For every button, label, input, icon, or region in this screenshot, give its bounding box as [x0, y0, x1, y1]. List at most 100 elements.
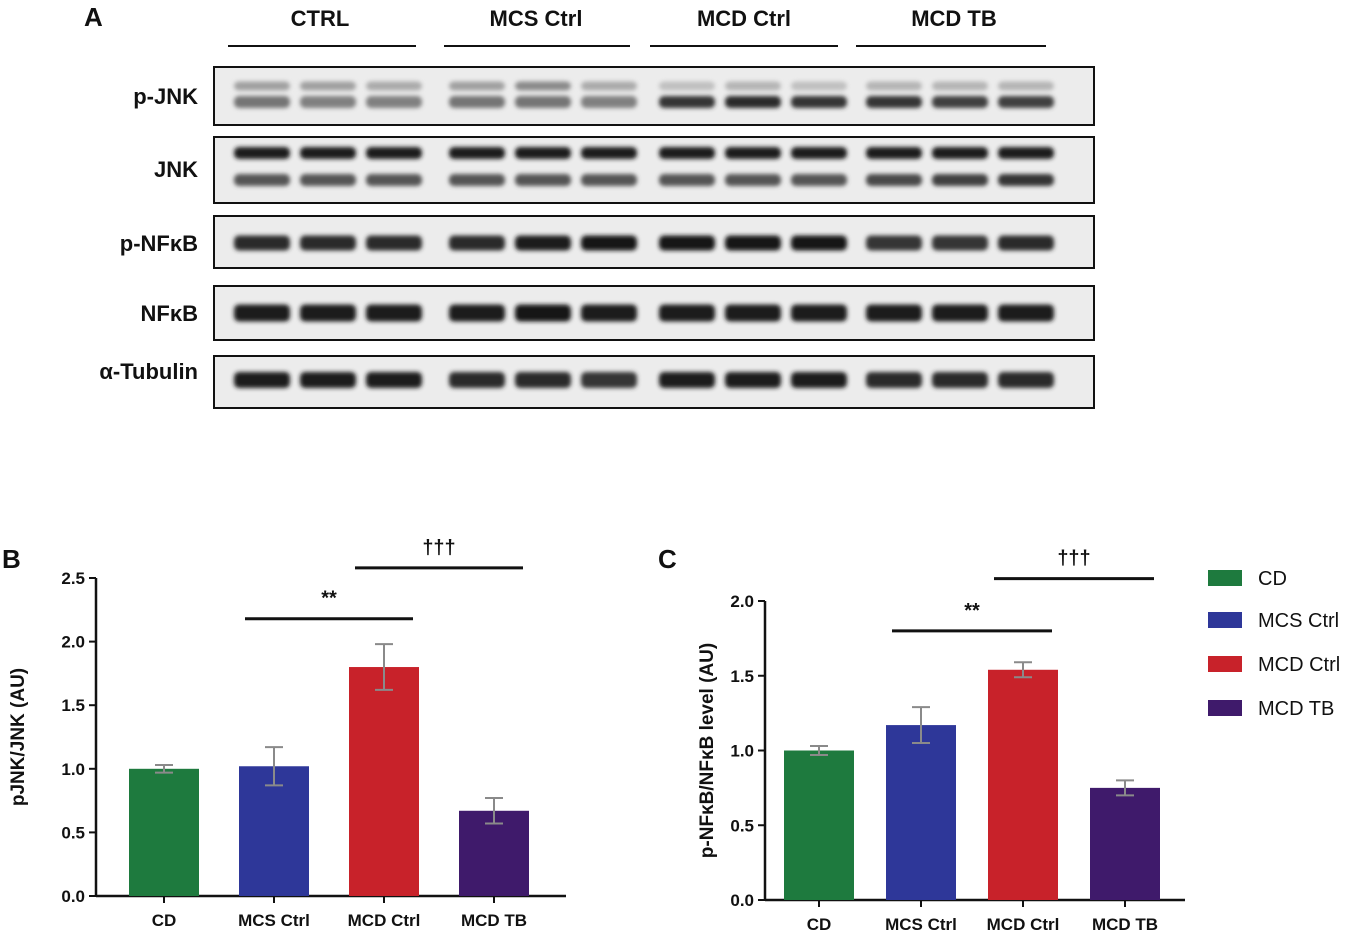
x-tick-label-mcs-ctrl: MCS Ctrl — [885, 915, 957, 934]
panel-letter-a: A — [84, 2, 103, 32]
chart-legend: CD MCS Ctrl MCD Ctrl MCD TB — [1208, 568, 1340, 720]
blot-band-p-jnk-lane-2-band-1 — [300, 81, 356, 91]
blot-band-p-jnk-lane-5-band-2 — [515, 96, 571, 108]
bar-mcd-tb — [459, 810, 529, 896]
blot-band-p-nfkb-lane-7 — [659, 235, 715, 251]
blot-band-p-nfkb-lane-8 — [725, 235, 781, 251]
blot-band-jnk-lane-12-band-2 — [998, 174, 1054, 186]
legend-label-mcd-ctrl: MCD Ctrl — [1258, 654, 1340, 676]
blot-band-p-jnk-lane-3-band-2 — [366, 96, 422, 108]
x-tick-label-mcs-ctrl: MCS Ctrl — [238, 911, 310, 930]
western-blot-panel: A CTRL MCS Ctrl MCD Ctrl MCD TB p-JNK JNK p-N… — [84, 2, 1095, 409]
blot-band-jnk-lane-6-band-2 — [581, 174, 637, 186]
blot-band-alpha-tubulin-lane-7 — [659, 372, 715, 388]
y-tick-label: 0.0 — [61, 887, 85, 906]
panel-letter-b: B — [2, 544, 21, 574]
blot-band-nfkb-lane-3 — [366, 304, 422, 322]
blot-band-p-jnk-lane-11-band-2 — [932, 96, 988, 108]
legend-swatch-mcs-ctrl — [1208, 612, 1242, 628]
blot-band-p-nfkb-lane-4 — [449, 235, 505, 251]
y-tick-label: 1.5 — [61, 696, 85, 715]
blot-band-p-jnk-lane-3-band-1 — [366, 81, 422, 91]
blot-band-p-jnk-lane-1-band-1 — [234, 81, 290, 91]
x-tick-label-mcd-tb: MCD TB — [461, 911, 527, 930]
blot-band-jnk-lane-7-band-2 — [659, 174, 715, 186]
panel-letter-c: C — [658, 544, 677, 574]
y-tick-label: 0.0 — [730, 891, 754, 910]
y-axis-title: pJNK/JNK (AU) — [8, 668, 29, 806]
blot-band-p-nfkb-lane-10 — [866, 235, 922, 251]
y-tick-label: 1.5 — [730, 667, 754, 686]
blot-band-jnk-lane-4-band-2 — [449, 174, 505, 186]
y-tick-label: 2.5 — [61, 569, 85, 588]
blot-band-p-jnk-lane-5-band-1 — [515, 81, 571, 91]
y-tick-label: 1.0 — [730, 742, 754, 761]
blot-band-jnk-lane-3-band-2 — [366, 174, 422, 186]
bar-mcs-ctrl — [239, 766, 309, 896]
blot-band-nfkb-lane-6 — [581, 304, 637, 322]
legend-swatch-cd — [1208, 570, 1242, 586]
blot-row-label-p-jnk: p-JNK — [133, 84, 198, 109]
blot-band-p-jnk-lane-9-band-1 — [791, 81, 847, 91]
bar-cd — [129, 768, 199, 896]
blot-band-jnk-lane-6-band-1 — [581, 147, 637, 159]
bar-mcd-ctrl — [988, 669, 1058, 900]
blot-band-nfkb-lane-7 — [659, 304, 715, 322]
blot-band-p-nfkb-lane-3 — [366, 235, 422, 251]
blot-band-p-jnk-lane-2-band-2 — [300, 96, 356, 108]
x-tick-label-cd: CD — [152, 911, 177, 930]
blot-band-alpha-tubulin-lane-4 — [449, 372, 505, 388]
bar-mcs-ctrl — [886, 725, 956, 900]
blot-band-alpha-tubulin-lane-6 — [581, 372, 637, 388]
bar-mcd-ctrl — [349, 667, 419, 896]
blot-band-nfkb-lane-4 — [449, 304, 505, 322]
blot-band-jnk-lane-2-band-2 — [300, 174, 356, 186]
blot-group-label-mcd-tb: MCD TB — [911, 6, 997, 31]
blot-band-jnk-lane-3-band-1 — [366, 147, 422, 159]
blot-band-p-jnk-lane-12-band-1 — [998, 81, 1054, 91]
blot-band-jnk-lane-2-band-1 — [300, 147, 356, 159]
blot-band-alpha-tubulin-lane-8 — [725, 372, 781, 388]
blot-band-jnk-lane-4-band-1 — [449, 147, 505, 159]
blot-rows: p-JNK JNK p-NFκB NFκB α-Tubulin — [99, 66, 1095, 409]
blot-band-p-jnk-lane-8-band-2 — [725, 96, 781, 108]
y-tick-label: 0.5 — [730, 816, 754, 835]
bar-chart-pjnk: B 0.0 0.5 1.0 1.5 2.0 2.5 pJNK/JNK (AU) CD MCS C… — [2, 537, 566, 930]
blot-band-jnk-lane-10-band-1 — [866, 147, 922, 159]
blot-row-label-alpha-tubulin: α-Tubulin — [99, 359, 198, 384]
blot-band-p-nfkb-lane-12 — [998, 235, 1054, 251]
legend-label-cd: CD — [1258, 568, 1287, 590]
blot-band-nfkb-lane-9 — [791, 304, 847, 322]
blot-band-alpha-tubulin-lane-11 — [932, 372, 988, 388]
blot-band-p-jnk-lane-7-band-2 — [659, 96, 715, 108]
blot-band-nfkb-lane-1 — [234, 304, 290, 322]
blot-row-p-jnk: p-JNK — [133, 66, 1095, 126]
y-tick-label: 0.5 — [61, 823, 85, 842]
blot-band-p-jnk-lane-6-band-1 — [581, 81, 637, 91]
blot-band-p-nfkb-lane-2 — [300, 235, 356, 251]
blot-band-nfkb-lane-5 — [515, 304, 571, 322]
blot-band-p-jnk-lane-12-band-2 — [998, 96, 1054, 108]
blot-band-jnk-lane-12-band-1 — [998, 147, 1054, 159]
blot-row-label-jnk: JNK — [154, 157, 198, 182]
blot-row-label-nfkb: NFκB — [141, 301, 198, 326]
blot-row-p-nfkb: p-NFκB — [120, 215, 1095, 269]
blot-band-jnk-lane-7-band-1 — [659, 147, 715, 159]
blot-band-p-jnk-lane-10-band-2 — [866, 96, 922, 108]
blot-band-nfkb-lane-12 — [998, 304, 1054, 322]
blot-band-jnk-lane-10-band-2 — [866, 174, 922, 186]
blot-band-alpha-tubulin-lane-10 — [866, 372, 922, 388]
blot-band-nfkb-lane-11 — [932, 304, 988, 322]
significance-label-2: ††† — [1057, 548, 1090, 570]
x-tick-label-mcd-ctrl: MCD Ctrl — [987, 915, 1060, 934]
blot-band-alpha-tubulin-lane-1 — [234, 372, 290, 388]
x-tick-label-mcd-tb: MCD TB — [1092, 915, 1158, 934]
blot-band-alpha-tubulin-lane-9 — [791, 372, 847, 388]
blot-band-p-nfkb-lane-5 — [515, 235, 571, 251]
significance-label-2: ††† — [422, 537, 455, 559]
legend-swatch-mcd-ctrl — [1208, 656, 1242, 672]
x-tick-label-mcd-ctrl: MCD Ctrl — [348, 911, 421, 930]
blot-band-p-jnk-lane-1-band-2 — [234, 96, 290, 108]
blot-band-alpha-tubulin-lane-2 — [300, 372, 356, 388]
